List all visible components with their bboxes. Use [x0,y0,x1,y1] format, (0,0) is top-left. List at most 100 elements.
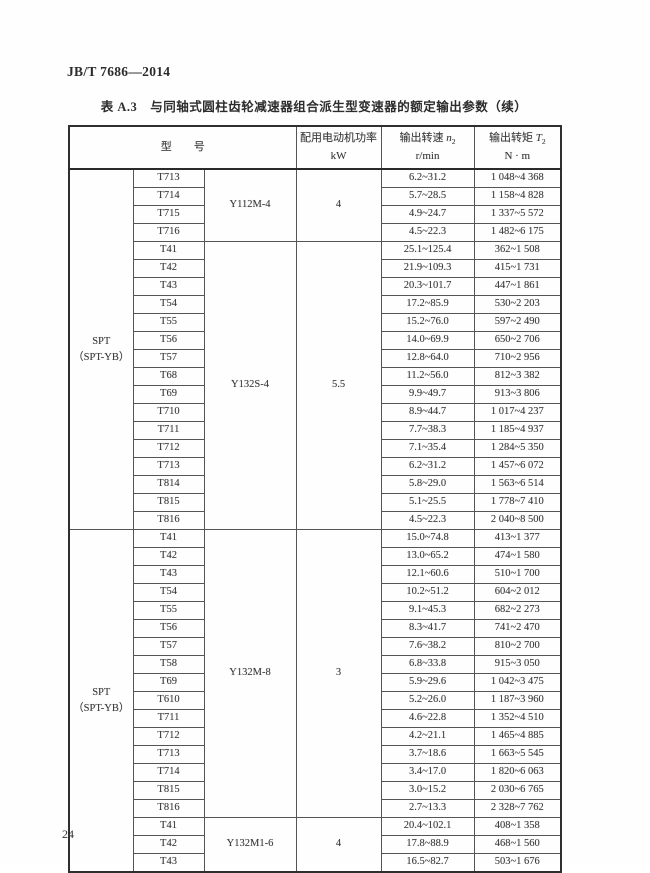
table-row: T41 Y132M1-6 4 20.4~102.1 408~1 358 [69,817,562,873]
torque-cell: 468~1 560 [473,835,562,854]
speed-cell: 9.9~49.7 [380,385,475,404]
table-row: SPT （SPT-YB） T41 Y132M-8 3 15.0~74.8 413~1 377 [68,529,562,873]
table-row: T69 5.9~29.6 1 042~3 475 [69,673,562,692]
model-cell: T69 [132,673,205,692]
model-cell: T716 [132,223,205,242]
torque-cell: 597~2 490 [473,313,562,332]
torque-cell: 1 284~5 350 [473,439,562,458]
model-cell: T56 [132,619,205,638]
model-cell: T815 [132,781,205,800]
table-row: T716 4.5~22.3 1 482~6 175 [69,223,562,242]
speed-cell: 11.2~56.0 [380,367,475,386]
torque-cell: 915~3 050 [473,655,562,674]
speed-cell: 7.1~35.4 [380,439,475,458]
series-cell: SPT （SPT-YB） [68,168,134,530]
torque-cell: 1 158~4 828 [473,187,562,206]
torque-cell: 474~1 580 [473,547,562,566]
table-row: T711 7.7~38.3 1 185~4 937 [69,421,562,440]
torque-cell: 413~1 377 [473,529,562,548]
torque-cell: 1 337~5 572 [473,205,562,224]
speed-cell: 15.0~74.8 [380,529,475,548]
model-cell: T41 [132,241,205,260]
speed-cell: 3.0~15.2 [380,781,475,800]
col-header-speed: 输出转速 n2 r/min [380,125,475,170]
table-row: T68 11.2~56.0 812~3 382 [69,367,562,386]
table-row: T815 3.0~15.2 2 030~6 765 [69,781,562,800]
torque-cell: 2 328~7 762 [473,799,562,818]
model-header-label: 型 号 [160,140,205,153]
speed-cell: 5.8~29.0 [380,475,475,494]
series-line2: （SPT-YB） [73,702,130,714]
table-row: T42 17.8~88.9 468~1 560 [69,835,562,854]
model-cell: T714 [132,187,205,206]
power-cell: 3 [295,529,382,818]
torque-cell: 1 563~6 514 [473,475,562,494]
torque-cell: 650~2 706 [473,331,562,350]
table-row: T69 9.9~49.7 913~3 806 [69,385,562,404]
model-cell: T57 [132,349,205,368]
table-row: T54 10.2~51.2 604~2 012 [69,583,562,602]
torque-cell: 408~1 358 [473,817,562,836]
torque-cell: 1 042~3 475 [473,673,562,692]
series-line1: SPT [92,335,111,347]
torque-cell: 510~1 700 [473,565,562,584]
torque-cell: 1 185~4 937 [473,421,562,440]
torque-cell: 415~1 731 [473,259,562,278]
model-cell: T56 [132,331,205,350]
model-cell: T814 [132,475,205,494]
table-row: T55 15.2~76.0 597~2 490 [69,313,562,332]
col-header-torque: 输出转矩 T2 N · m [473,125,562,170]
table-row: T815 5.1~25.5 1 778~7 410 [69,493,562,512]
torque-cell: 362~1 508 [473,241,562,260]
power-header-label: 配用电动机功率 [300,132,378,145]
speed-cell: 14.0~69.9 [380,331,475,350]
speed-cell: 4.5~22.3 [380,223,475,242]
torque-cell: 810~2 700 [473,637,562,656]
torque-cell: 1 465~4 885 [473,727,562,746]
speed-cell: 6.2~31.2 [380,457,475,476]
torque-cell: 710~2 956 [473,349,562,368]
table-row: T814 5.8~29.0 1 563~6 514 [69,475,562,494]
speed-cell: 8.9~44.7 [380,403,475,422]
model-cell: T43 [132,565,205,584]
series-line1: SPT [92,686,111,698]
torque-cell: 1 482~6 175 [473,223,562,242]
speed-cell: 3.4~17.0 [380,763,475,782]
speed-cell: 25.1~125.4 [380,241,475,260]
speed-cell: 3.7~18.6 [380,745,475,764]
speed-cell: 15.2~76.0 [380,313,475,332]
speed-cell: 21.9~109.3 [380,259,475,278]
model-cell: T69 [132,385,205,404]
table-row: SPT （SPT-YB） T713 Y112M-4 4 6.2~31.2 1 048~4 3… [68,168,562,530]
torque-cell: 1 352~4 510 [473,709,562,728]
speed-cell: 8.3~41.7 [380,619,475,638]
col-header-power: 配用电动机功率 kW [295,125,382,170]
speed-cell: 5.1~25.5 [380,493,475,512]
model-cell: T711 [132,421,205,440]
series-line2: （SPT-YB） [73,351,130,363]
model-cell: T68 [132,367,205,386]
model-cell: T42 [132,835,205,854]
doc-number: JB/T 7686—2014 [67,64,171,79]
torque-cell: 1 017~4 237 [473,403,562,422]
page-number: 24 [62,827,74,841]
torque-cell: 2 040~8 500 [473,511,562,530]
speed-cell: 4.6~22.8 [380,709,475,728]
table-row: T55 9.1~45.3 682~2 273 [69,601,562,620]
table-row: T54 17.2~85.9 530~2 203 [69,295,562,314]
torque-cell: 1 048~4 368 [473,168,562,188]
speed-cell: 9.1~45.3 [380,601,475,620]
speed-cell: 13.0~65.2 [380,547,475,566]
motor-cell: Y132S-4 [203,241,297,530]
speed-cell: 12.8~64.0 [380,349,475,368]
table-row: T42 21.9~109.3 415~1 731 [69,259,562,278]
model-cell: T816 [132,799,205,818]
model-cell: T713 [132,457,205,476]
spec-table: 型 号 配用电动机功率 kW 输出转速 n2 r/min 输出转矩 T2 N ·… [68,125,563,873]
speed-cell: 20.4~102.1 [380,817,475,836]
model-cell: T815 [132,493,205,512]
table-row: T713 3.7~18.6 1 663~5 545 [69,745,562,764]
model-cell: T714 [132,763,205,782]
speed-cell: 4.9~24.7 [380,205,475,224]
speed-cell: 2.7~13.3 [380,799,475,818]
